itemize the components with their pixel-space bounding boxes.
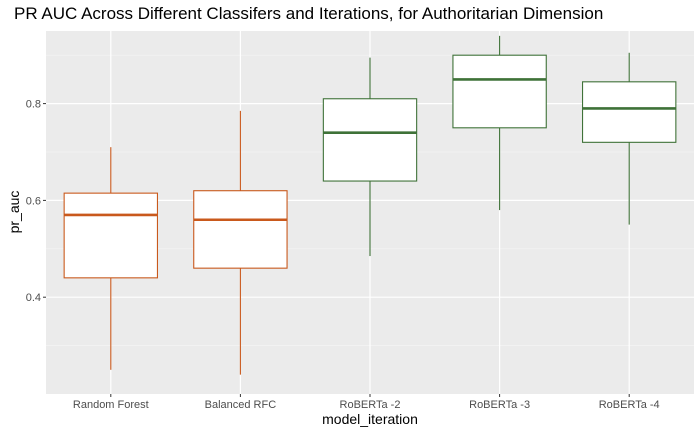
x-tick-label: RoBERTa -2 — [340, 399, 401, 411]
iqr-box — [322, 98, 418, 182]
y-tick-label: 0.4 — [26, 292, 41, 304]
chart-title: PR AUC Across Different Classifers and I… — [14, 4, 604, 23]
box-roberta-4 — [581, 52, 677, 225]
iqr-box — [581, 81, 677, 143]
y-tick-label: 0.6 — [26, 195, 41, 207]
box-balanced-rfc — [193, 110, 288, 375]
boxes — [63, 35, 677, 375]
y-axis-ticks: 0.4 0.6 0.8 — [26, 99, 46, 304]
x-axis-title: model_iteration — [322, 411, 418, 427]
iqr-box — [452, 54, 547, 129]
iqr-box — [63, 192, 159, 279]
x-tick-label: RoBERTa -4 — [599, 399, 660, 411]
x-axis-ticks: Random Forest Balanced RFC RoBERTa -2 RoBER… — [73, 394, 660, 411]
y-tick-label: 0.8 — [26, 99, 41, 111]
box-roberta-3 — [452, 35, 547, 211]
box-roberta-2 — [322, 57, 418, 257]
x-tick-label: Random Forest — [73, 399, 149, 411]
x-tick-label: RoBERTa -3 — [469, 399, 530, 411]
y-axis-title: pr_auc — [6, 191, 22, 234]
x-tick-label: Balanced RFC — [205, 399, 277, 411]
box-random-forest — [63, 147, 159, 370]
iqr-box — [193, 190, 288, 269]
